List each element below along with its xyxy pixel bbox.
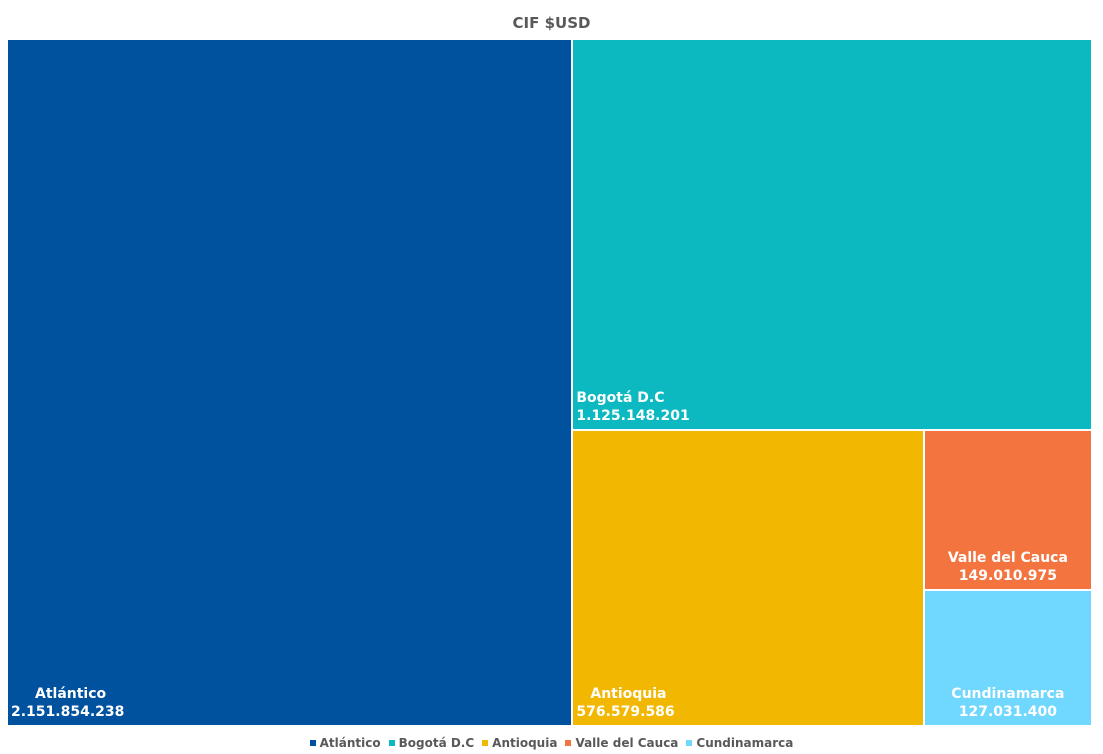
- treemap-plot-area: Atlántico 2.151.854.238 Bogotá D.C 1.125.14…: [7, 39, 1092, 726]
- chart-title: CIF $USD: [512, 14, 591, 32]
- treemap-tile-cundinamarca: Cundinamarca 127.031.400: [923, 589, 1092, 726]
- treemap-tile-antioquia: Antioquia 576.579.586: [572, 429, 924, 726]
- treemap-tile-atlantico: Atlántico 2.151.854.238: [7, 39, 573, 726]
- tile-label: Bogotá D.C 1.125.148.201: [576, 389, 689, 425]
- legend-label: Atlántico: [319, 736, 381, 750]
- tile-category-label: Cundinamarca: [951, 685, 1065, 702]
- treemap-tile-bogota-d-c: Bogotá D.C 1.125.148.201: [572, 39, 1092, 430]
- legend-swatch: [686, 739, 693, 746]
- legend-item-cundinamarca: Cundinamarca: [686, 736, 793, 750]
- legend-swatch: [565, 739, 572, 746]
- legend-item-atlantico: Atlántico: [309, 736, 381, 750]
- legend-item-antioquia: Antioquia: [482, 736, 557, 750]
- tile-category-label: Antioquia: [590, 685, 667, 702]
- legend-swatch: [388, 739, 395, 746]
- legend-label: Antioquia: [492, 736, 558, 750]
- tile-category-label: Bogotá D.C: [576, 389, 665, 406]
- legend-item-valle-del-cauca: Valle del Cauca: [565, 736, 678, 750]
- tile-category-label: Valle del Cauca: [947, 549, 1068, 566]
- tile-value-label: 576.579.586: [576, 703, 675, 720]
- tile-label: Antioquia 576.579.586: [576, 685, 674, 721]
- legend-label: Bogotá D.C: [398, 736, 475, 750]
- tile-label: Cundinamarca 127.031.400: [925, 685, 1091, 721]
- treemap-tile-valle-del-cauca: Valle del Cauca 149.010.975: [923, 429, 1092, 590]
- chart-legend: Atlántico Bogotá D.C Antioquia Valle del Ca…: [0, 736, 1103, 750]
- tile-category-label: Atlántico: [35, 686, 107, 702]
- tile-value-label: 1.125.148.201: [576, 407, 690, 424]
- tile-value-label: 127.031.400: [958, 703, 1058, 720]
- legend-item-bogota-d-c: Bogotá D.C: [388, 736, 475, 750]
- legend-label: Valle del Cauca: [575, 736, 679, 750]
- tile-label: Atlántico 2.151.854.238: [11, 685, 124, 721]
- tile-value-label: 149.010.975: [958, 567, 1058, 584]
- legend-swatch: [309, 739, 316, 746]
- legend-label: Cundinamarca: [696, 736, 794, 750]
- tile-label: Valle del Cauca 149.010.975: [925, 549, 1091, 585]
- legend-swatch: [482, 739, 489, 746]
- tile-value-label: 2.151.854.238: [11, 704, 125, 720]
